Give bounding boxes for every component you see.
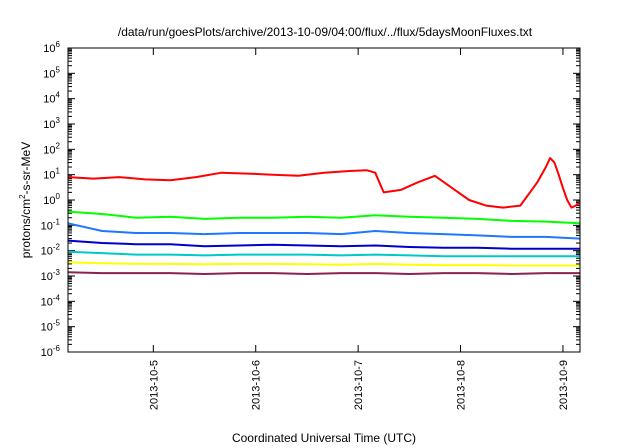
x-tick-label: 2013-10-7 [353,360,365,410]
y-axis-label-prefix: protons/cm [19,199,33,258]
y-tick-label: 10-6 [41,344,61,359]
y-tick-label: 103 [43,116,60,131]
y-axis-label-sup: 2 [18,194,27,199]
x-axis-label: Coordinated Universal Time (UTC) [232,431,416,445]
series-line-3 [67,222,581,240]
plot-frame [67,47,581,353]
x-tick-label: 2013-10-5 [148,360,160,410]
x-axis-ticks: 2013-10-5 2013-10-6 2013-10-7 2013-10-8 2013… [148,48,570,410]
y-tick-label: 10-1 [41,217,61,232]
y-tick-label: 10-3 [41,268,61,283]
y-tick-label: 102 [43,141,60,156]
series-line-6 [67,261,580,267]
y-tick-label: 10-2 [41,243,61,258]
y-tick-label: 10-5 [41,319,61,334]
y-axis-ticks: 10-6 10-5 10-4 10-3 10-2 10-1 100 101 102 103 104 1… [41,40,580,359]
series-line-5 [67,250,580,258]
series-group [67,157,581,275]
series-line-2 [67,210,581,225]
series-line-7 [67,271,580,275]
y-tick-label: 104 [43,91,60,106]
y-tick-label: 100 [43,192,60,207]
series-line-4 [67,239,580,250]
y-tick-label: 105 [43,65,60,80]
y-axis-label-suffix: -s-sr-MeV [19,142,33,195]
x-tick-label: 2013-10-6 [251,360,263,410]
chart-title: /data/run/goesPlots/archive/2013-10-09/0… [118,25,533,39]
y-tick-label: 106 [43,40,60,55]
x-tick-label: 2013-10-8 [456,360,468,410]
series-line-1 [67,157,581,209]
x-tick-label: 2013-10-9 [558,360,570,410]
y-axis-label: protons/cm2-s-sr-MeV [18,142,33,258]
y-tick-label: 101 [43,167,60,182]
y-tick-label: 10-4 [41,293,61,308]
